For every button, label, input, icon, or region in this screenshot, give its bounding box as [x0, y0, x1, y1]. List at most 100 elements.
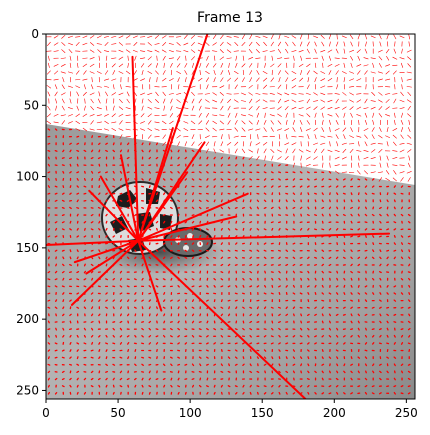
flow-tick	[112, 334, 115, 338]
flow-tick	[371, 127, 375, 132]
flow-tick	[263, 392, 267, 395]
flow-tick	[119, 285, 123, 288]
flow-tick	[378, 149, 383, 153]
flow-tick	[170, 363, 173, 367]
flow-tick	[61, 49, 66, 53]
flow-tick	[408, 127, 411, 132]
flow-tick	[90, 221, 94, 224]
flow-tick	[385, 177, 390, 181]
flow-tick	[300, 55, 303, 61]
flow-tick	[314, 134, 317, 140]
flow-tick	[61, 370, 65, 373]
flow-tick	[199, 69, 201, 76]
flow-tick	[105, 171, 108, 174]
flow-tick	[98, 228, 101, 231]
flow-tick	[291, 142, 297, 146]
flow-tick	[98, 55, 101, 61]
flow-tick	[242, 327, 245, 331]
flow-tick	[184, 221, 188, 224]
flow-tick	[401, 127, 404, 132]
flow-tick	[155, 313, 159, 317]
flow-tick	[270, 127, 274, 132]
flow-tick	[278, 164, 281, 167]
flow-tick	[329, 41, 331, 47]
flow-tick	[393, 185, 396, 188]
flow-tick	[285, 277, 288, 281]
flow-tick	[147, 113, 152, 118]
flow-tick	[234, 127, 239, 132]
flow-tick	[278, 221, 281, 224]
flow-tick	[263, 349, 267, 352]
flow-tick	[278, 292, 281, 295]
flow-tick	[248, 56, 254, 60]
flow-tick	[263, 363, 267, 366]
flow-tick	[400, 91, 404, 96]
flow-tick	[220, 178, 224, 181]
flow-tick	[407, 105, 411, 111]
flow-tick	[299, 264, 303, 266]
flow-tick	[364, 285, 368, 288]
flow-tick	[127, 342, 130, 345]
flow-tick	[118, 113, 124, 117]
flow-tick	[183, 121, 189, 124]
flow-tick	[342, 178, 346, 181]
flow-tick	[162, 141, 167, 146]
flow-tick	[364, 141, 368, 147]
flow-tick	[53, 64, 59, 67]
flow-tick	[105, 356, 108, 360]
flow-tick	[379, 206, 382, 210]
flow-tick	[292, 119, 295, 125]
flow-tick	[249, 249, 253, 252]
flow-tick	[155, 142, 159, 146]
flow-tick	[371, 385, 375, 388]
flow-tick	[112, 178, 115, 181]
flow-tick	[343, 392, 346, 395]
flow-tick	[199, 313, 202, 317]
flow-tick	[336, 270, 339, 274]
flow-tick	[61, 206, 65, 209]
flow-tick	[206, 228, 209, 231]
flow-tick	[111, 43, 117, 45]
flow-tick	[249, 70, 253, 75]
flow-tick	[255, 57, 261, 59]
flow-tick	[370, 71, 376, 74]
flow-tick	[112, 270, 115, 274]
flow-tick	[350, 213, 353, 217]
flow-tick	[350, 313, 353, 317]
flow-tick	[357, 385, 361, 388]
flow-tick	[183, 42, 189, 46]
flow-tick	[62, 327, 65, 331]
flow-tick	[278, 34, 281, 40]
flow-tick	[228, 363, 231, 367]
flow-tick	[327, 49, 333, 53]
flow-tick	[314, 214, 318, 216]
flow-tick	[47, 342, 51, 345]
flow-tick	[197, 42, 203, 46]
flow-tick	[306, 98, 310, 104]
flow-tick	[119, 98, 123, 104]
flow-tick	[393, 34, 397, 40]
flow-tick	[205, 70, 210, 74]
flow-tick	[184, 192, 187, 196]
flow-tick	[370, 106, 376, 110]
flow-tick	[62, 170, 65, 174]
flow-tick	[320, 50, 326, 53]
flow-tick	[228, 235, 231, 238]
flow-tick	[307, 327, 310, 331]
flow-tick	[206, 171, 209, 174]
flow-tick	[82, 91, 87, 96]
flow-tick	[90, 292, 94, 295]
flow-tick	[364, 178, 368, 181]
flow-tick	[342, 92, 347, 96]
flow-tick	[127, 62, 129, 68]
flow-tick	[47, 391, 51, 395]
flow-tick	[371, 277, 375, 281]
flow-tick	[242, 178, 245, 181]
flow-tick	[96, 43, 102, 45]
flow-tick	[220, 227, 223, 231]
flow-tick	[278, 206, 281, 210]
flow-tick	[372, 235, 375, 238]
flow-tick	[184, 249, 188, 252]
flow-tick	[212, 50, 218, 52]
flow-tick	[69, 384, 72, 388]
